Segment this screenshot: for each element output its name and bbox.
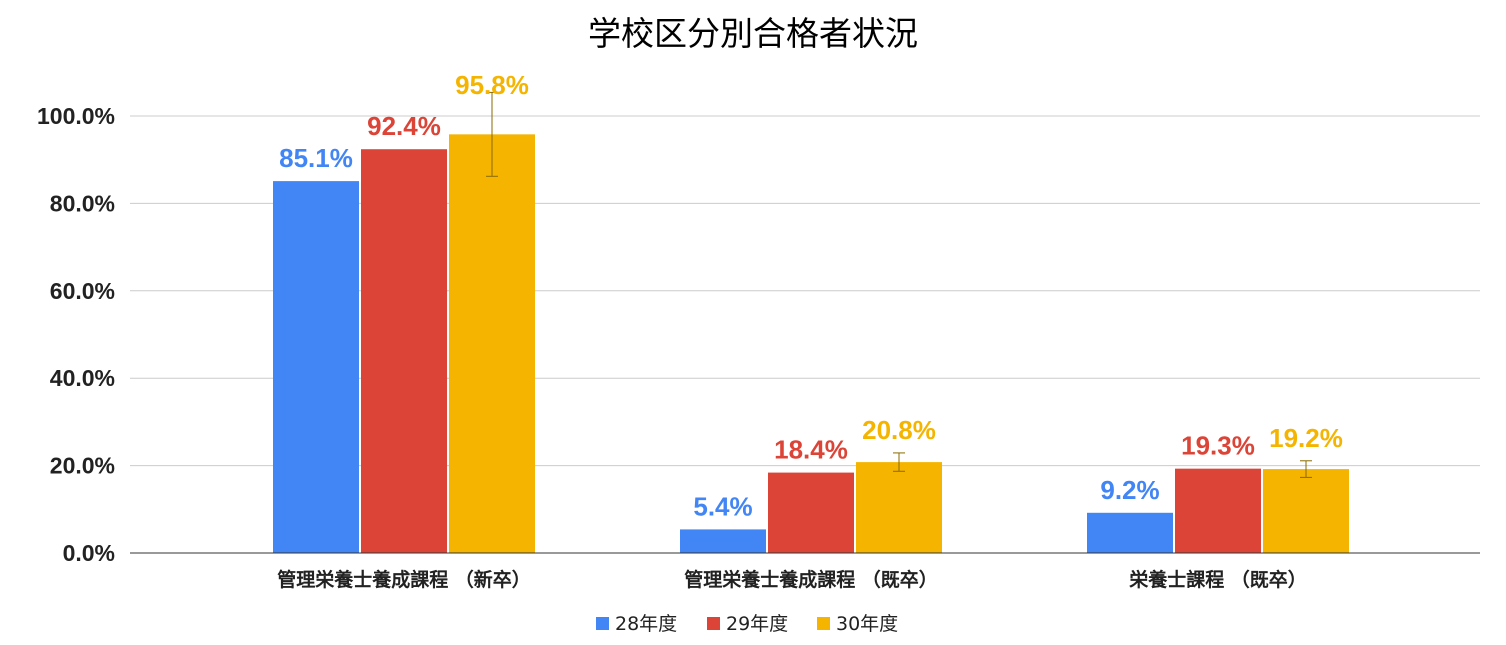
x-category-label: 栄養士課程 （既卒） <box>1128 568 1307 591</box>
y-tick-label: 0.0% <box>63 540 115 566</box>
data-label: 19.2% <box>1269 423 1343 453</box>
error-bars <box>486 91 1312 478</box>
legend-label: 28年度 <box>615 613 677 635</box>
bars <box>273 134 1349 553</box>
y-tick-label: 80.0% <box>50 190 115 216</box>
data-label: 20.8% <box>862 415 936 445</box>
legend-label: 29年度 <box>726 613 788 635</box>
bar <box>1175 468 1261 553</box>
data-label: 85.1% <box>279 143 353 173</box>
legend-item: 30年度 <box>817 613 898 635</box>
legend-swatch <box>817 617 830 630</box>
y-tick-label: 40.0% <box>50 365 115 391</box>
x-axis: 管理栄養士養成課程 （新卒） 管理栄養士養成課程 （既卒） 栄養士課程 （既卒） <box>130 552 1480 591</box>
data-label: 9.2% <box>1100 475 1159 505</box>
y-axis: 0.0% 20.0% 40.0% 60.0% 80.0% 100.0% <box>37 103 115 566</box>
legend: 28年度 29年度 30年度 <box>596 613 898 635</box>
x-category-label: 管理栄養士養成課程 （既卒） <box>684 568 938 591</box>
legend-swatch <box>596 617 609 630</box>
bar <box>680 529 766 553</box>
data-label: 92.4% <box>367 111 441 141</box>
y-tick-label: 100.0% <box>37 103 115 129</box>
bar <box>768 472 854 553</box>
data-labels: 85.1% 5.4% 9.2% 92.4% 18.4% 19.3% 95.8% 20.8% 19… <box>279 70 1343 521</box>
data-label: 19.3% <box>1181 431 1255 461</box>
bar <box>1263 469 1349 553</box>
legend-swatch <box>707 617 720 630</box>
y-tick-label: 60.0% <box>50 278 115 304</box>
bar <box>856 462 942 553</box>
legend-label: 30年度 <box>836 613 898 635</box>
bar <box>273 181 359 553</box>
legend-item: 28年度 <box>596 613 677 635</box>
data-label: 95.8% <box>455 70 529 100</box>
data-label: 18.4% <box>774 435 848 465</box>
chart-title: 学校区分別合格者状況 <box>588 14 918 53</box>
bar <box>449 134 535 553</box>
x-category-label: 管理栄養士養成課程 （新卒） <box>277 568 531 591</box>
bar <box>361 149 447 553</box>
bar <box>1087 512 1173 553</box>
y-tick-label: 20.0% <box>50 453 115 479</box>
legend-item: 29年度 <box>707 613 788 635</box>
data-label: 5.4% <box>693 491 752 521</box>
